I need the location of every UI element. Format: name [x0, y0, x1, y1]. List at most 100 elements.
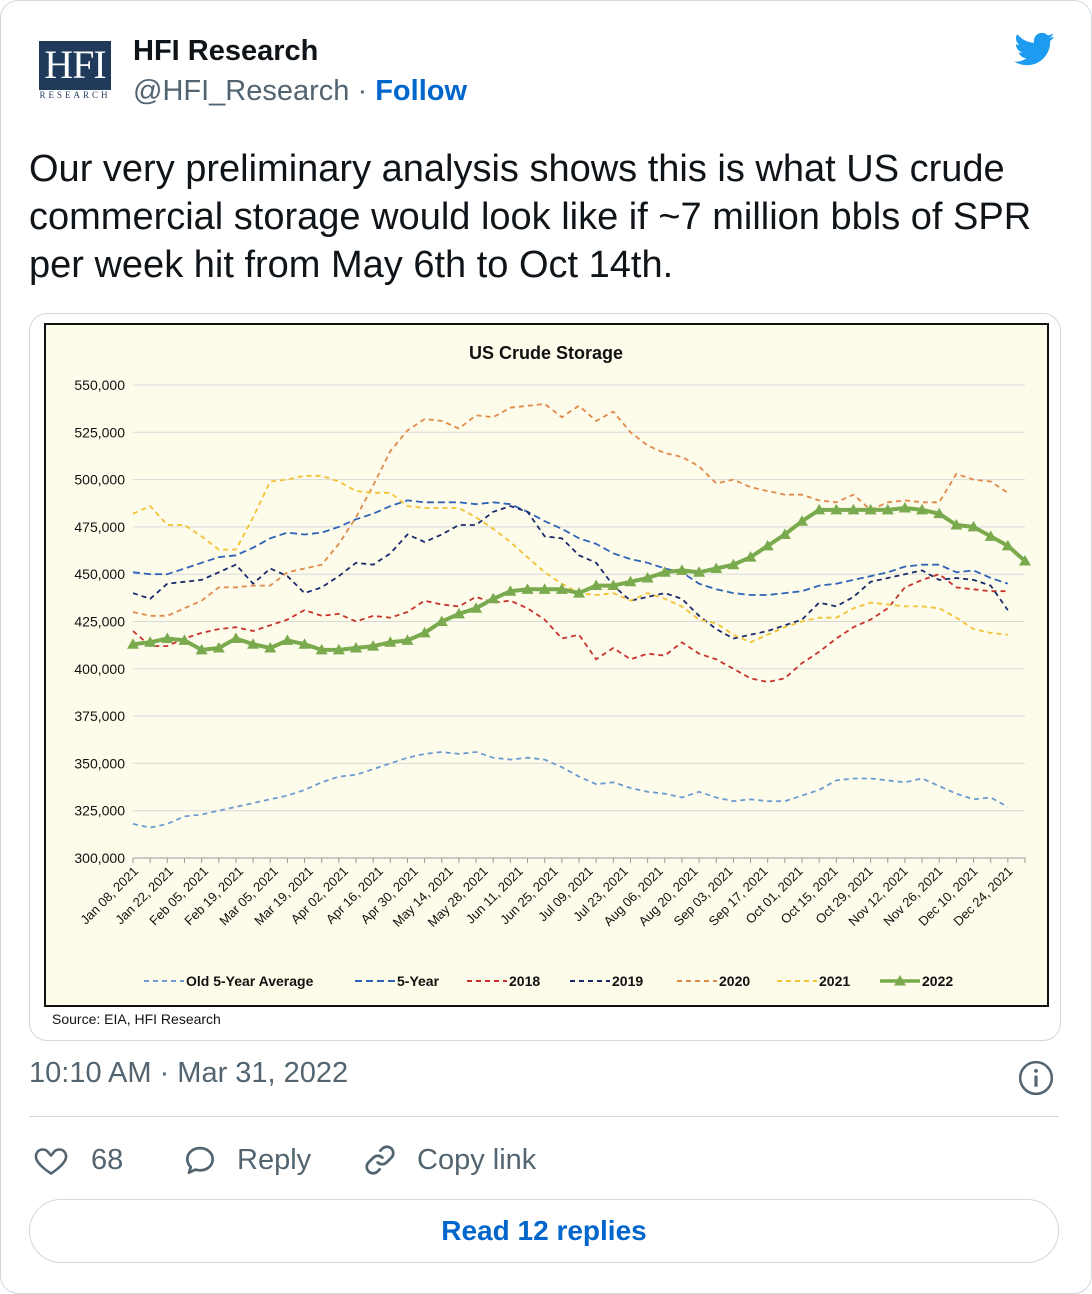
link-icon	[365, 1145, 395, 1175]
series-line-2021	[132, 474, 1008, 644]
series-point-2022	[521, 583, 534, 594]
series-point-2022	[452, 607, 465, 619]
y-axis-ticks: 550,000 525,000 500,000 475,000 450,000 425,0…	[74, 377, 125, 866]
series-point-2022	[710, 562, 723, 574]
reply-button[interactable]: Reply	[181, 1139, 311, 1181]
legend-label: 5-Year	[397, 973, 440, 989]
chart-source: Source: EIA, HFI Research	[52, 1011, 221, 1027]
series-point-2022	[1001, 539, 1014, 551]
y-tick-label: 325,000	[74, 803, 125, 819]
series-point-2022	[247, 638, 260, 649]
copy-link-label: Copy link	[417, 1143, 537, 1176]
series-point-2022	[538, 583, 551, 594]
chart-legend: Old 5-Year Average 5-Year 2018 2019 2020 2021…	[144, 973, 953, 989]
y-tick-label: 425,000	[74, 614, 125, 630]
info-icon[interactable]	[1017, 1059, 1055, 1097]
y-tick-label: 375,000	[74, 708, 125, 724]
series-point-2022	[418, 626, 431, 638]
y-tick-label: 400,000	[74, 661, 125, 677]
legend-label: Old 5-Year Average	[186, 973, 314, 989]
chart-title: US Crude Storage	[469, 343, 623, 363]
avatar-logo: HFI	[39, 41, 111, 89]
read-replies-button[interactable]: Read 12 replies	[29, 1199, 1059, 1263]
legend-label: 2018	[509, 973, 540, 989]
series-point-2022	[127, 638, 139, 649]
legend-label: 2020	[719, 973, 750, 989]
legend-marker	[894, 975, 906, 986]
divider	[29, 1116, 1059, 1117]
series-point-2022	[195, 643, 208, 655]
series-point-2022	[144, 636, 157, 647]
series-point-2022	[950, 519, 963, 530]
series-point-2022	[401, 634, 414, 645]
series-point-2022	[727, 558, 740, 570]
series-point-2022	[778, 528, 791, 539]
series-point-2022	[435, 615, 448, 626]
series-point-2022	[967, 520, 980, 532]
us-crude-storage-chart: US Crude Storage 550,000 525,000 500,000 47…	[44, 323, 1049, 1027]
series-point-2022	[384, 636, 397, 647]
y-tick-label: 450,000	[74, 566, 125, 582]
series-point-2022	[933, 507, 946, 519]
handle-separator: ·	[357, 75, 368, 107]
series-point-2022	[298, 638, 311, 649]
chart-series	[127, 403, 1031, 829]
copy-link-button[interactable]: Copy link	[361, 1139, 536, 1181]
series-point-2022	[984, 530, 997, 541]
avatar-logo-subtext: RESEARCH	[39, 89, 111, 100]
series-point-2022	[590, 579, 603, 591]
series-point-2022	[744, 551, 757, 562]
series-point-2022	[658, 566, 671, 577]
y-tick-label: 500,000	[74, 472, 125, 488]
series-point-2022	[504, 585, 517, 596]
y-tick-label: 300,000	[74, 850, 125, 866]
series-point-2022	[555, 583, 568, 594]
series-point-2022	[315, 643, 328, 655]
series-point-2022	[813, 503, 826, 515]
series-line-5-year	[132, 499, 1009, 596]
series-point-2022	[796, 515, 808, 526]
series-point-2022	[161, 632, 174, 644]
heart-icon	[34, 1148, 68, 1175]
series-line-old-5-year-average	[132, 751, 1009, 829]
author-handle[interactable]: @HFI_Research	[133, 75, 350, 107]
legend-label: 2021	[819, 973, 850, 989]
series-point-2022	[487, 592, 500, 604]
y-tick-label: 525,000	[74, 424, 125, 440]
series-line-2020	[132, 403, 1009, 617]
like-count: 68	[91, 1143, 124, 1176]
tweet-timestamp[interactable]: 10:10 AM · Mar 31, 2022	[29, 1057, 349, 1089]
chart-image[interactable]: US Crude Storage 550,000 525,000 500,000 47…	[29, 313, 1061, 1041]
author-display-name[interactable]: HFI Research	[133, 35, 319, 67]
follow-button[interactable]: Follow	[375, 75, 468, 107]
series-point-2022	[607, 579, 620, 591]
series-point-2022	[693, 566, 706, 577]
chart-frame	[44, 323, 1049, 1007]
series-line-2019	[132, 505, 1009, 640]
series-point-2022	[675, 564, 688, 575]
series-point-2022	[264, 641, 277, 653]
series-point-2022	[350, 641, 362, 653]
series-point-2022	[761, 539, 774, 551]
series-point-2022	[573, 587, 585, 598]
avatar[interactable]: HFI RESEARCH	[39, 41, 111, 101]
series-point-2022	[624, 575, 637, 587]
twitter-bird-icon[interactable]	[1011, 29, 1059, 69]
series-line-2018	[132, 573, 1008, 683]
series-point-2022	[1019, 554, 1031, 566]
series-point-2022	[367, 640, 380, 651]
series-point-2022	[212, 641, 225, 653]
legend-label: 2022	[922, 973, 953, 989]
author-handle-line: @HFI_Research · Follow	[133, 75, 467, 108]
series-point-2022	[864, 503, 877, 515]
y-tick-label: 550,000	[74, 377, 125, 393]
like-button[interactable]: 68	[33, 1139, 123, 1181]
series-point-2022	[847, 503, 860, 515]
series-point-2022	[641, 571, 654, 583]
series-point-2022	[916, 503, 929, 515]
series-point-2022	[881, 503, 894, 515]
series-point-2022	[178, 634, 191, 645]
series-point-2022	[470, 602, 483, 613]
y-tick-label: 475,000	[74, 519, 125, 535]
